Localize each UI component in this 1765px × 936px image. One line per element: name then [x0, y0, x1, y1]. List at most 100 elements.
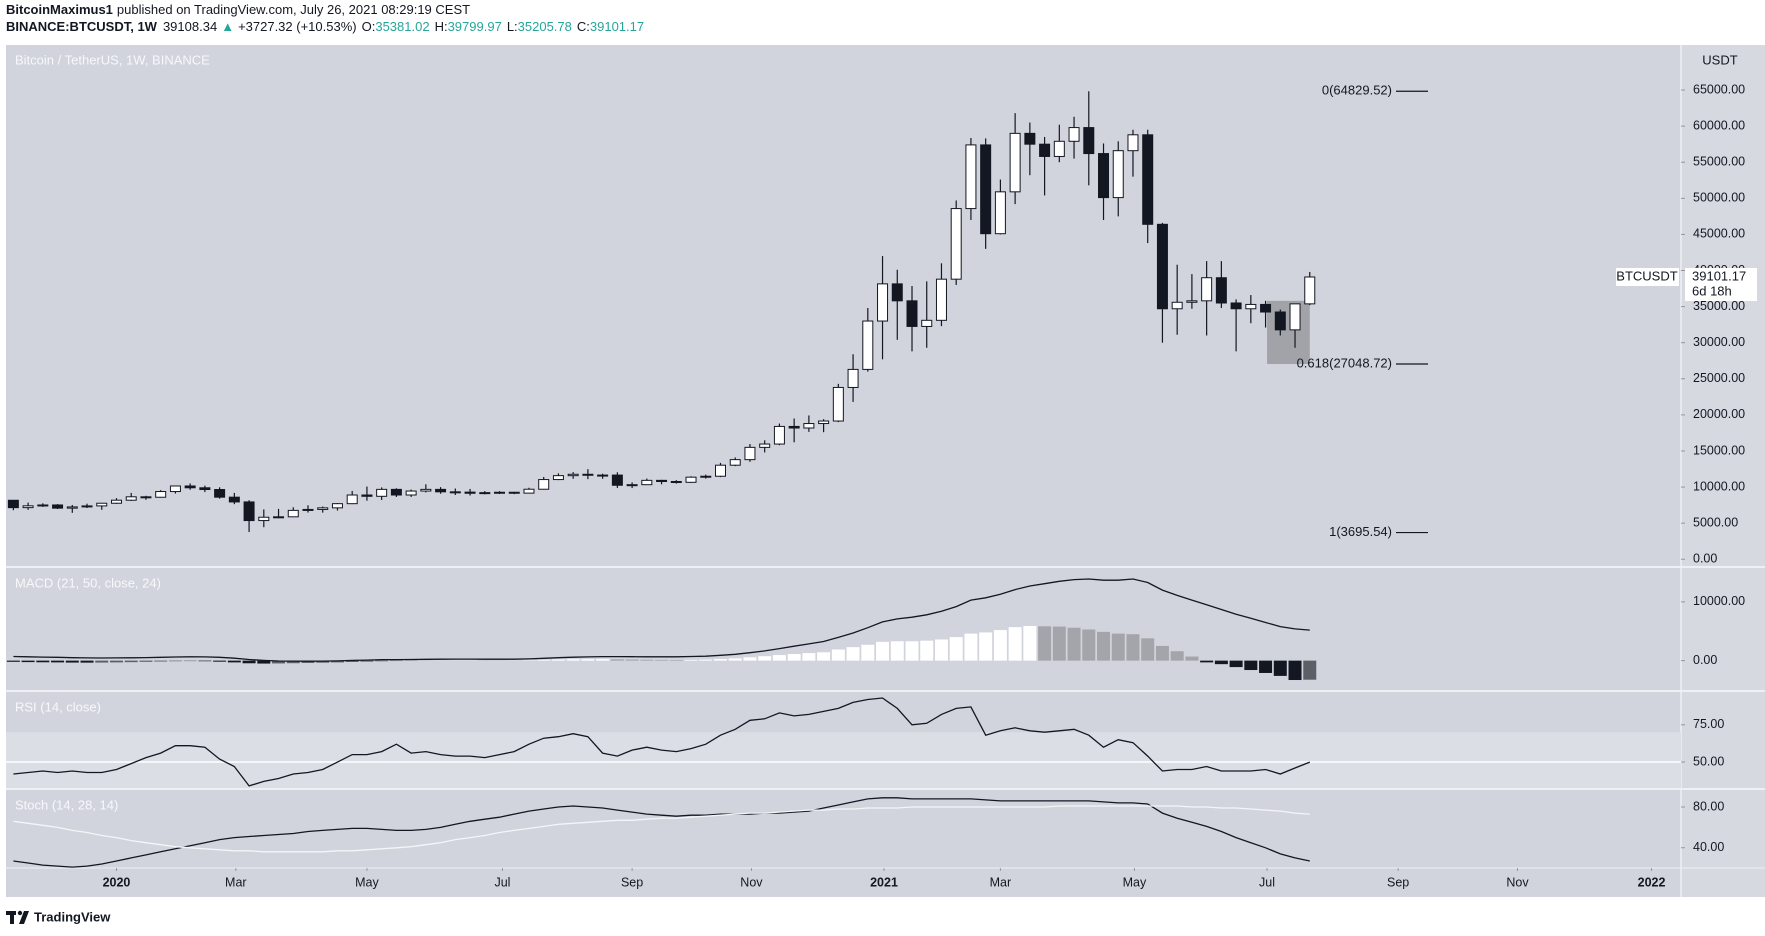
fib-label: 0(64829.52) [1322, 83, 1392, 98]
symbol-tag [1616, 267, 1679, 286]
histogram-bar [876, 641, 890, 661]
candle-body [464, 491, 476, 494]
price-axis-background [1681, 45, 1765, 897]
candle-body [302, 508, 314, 511]
x-tick-label: Jul [1259, 875, 1275, 889]
histogram-bar [964, 633, 978, 661]
ohlc-value: 35205.78 [518, 19, 572, 34]
candle-body [1289, 303, 1301, 331]
candle-body [1009, 132, 1021, 193]
candle-body [243, 501, 255, 522]
x-tick-label: Nov [1506, 875, 1529, 889]
histogram-bar [934, 639, 948, 661]
histogram-bar [713, 659, 727, 661]
histogram-bar [257, 660, 271, 664]
x-tick-label: May [1123, 875, 1147, 889]
candle-body [906, 300, 918, 327]
fib-label: 0.618(27048.72) [1297, 355, 1392, 370]
histogram-bar [1038, 626, 1052, 661]
x-tick-label: 2021 [870, 875, 898, 889]
y-tick-label: 10000.00 [1693, 479, 1745, 493]
candle-body [169, 485, 181, 493]
candle-body [1112, 150, 1124, 199]
candle-body [994, 191, 1006, 235]
candle-body [1186, 300, 1198, 303]
histogram-bar [1126, 634, 1140, 661]
histogram-bar [1170, 651, 1184, 661]
candle-body [965, 144, 977, 210]
histogram-bar [213, 660, 227, 662]
histogram-bar [1067, 627, 1081, 661]
histogram-bar [1273, 660, 1287, 676]
symbol-label: BTCUSDT [1616, 268, 1677, 283]
y-tick-label: 45000.00 [1693, 227, 1745, 241]
x-tick-label: May [355, 875, 379, 889]
candle-body [744, 446, 756, 461]
candle-body [582, 473, 594, 476]
y-tick-label: 55000.00 [1693, 155, 1745, 169]
histogram-bar [655, 659, 669, 661]
candle-body [1053, 140, 1065, 157]
candle-body [935, 278, 947, 321]
candle-body [1304, 276, 1316, 305]
histogram-bar [360, 660, 374, 662]
candle-body [376, 488, 388, 497]
price-tag [1685, 267, 1757, 301]
candle-body [803, 423, 815, 429]
y-tick-label: 75.00 [1693, 717, 1724, 731]
candle-body [494, 491, 506, 494]
candle-body [921, 319, 933, 327]
unit-label: USDT [1702, 52, 1737, 67]
histogram-bar [596, 659, 610, 661]
candle-body [66, 506, 78, 509]
histogram-bar [831, 649, 845, 661]
candle-body [729, 459, 741, 466]
candle-body [670, 481, 682, 484]
candle-body [199, 487, 211, 491]
histogram-bar [993, 630, 1007, 661]
ohlc-value: 35381.02 [375, 19, 429, 34]
histogram-bar [861, 644, 875, 661]
ohlc-label: C: [577, 19, 590, 34]
histogram-bar [787, 654, 801, 661]
ohlc-label: L: [507, 19, 518, 34]
candle-body [479, 492, 491, 495]
histogram-bar [168, 660, 182, 662]
candle-body [346, 494, 358, 505]
histogram-bar [95, 660, 109, 663]
candle-body [523, 488, 535, 494]
indicator-line [13, 805, 1310, 853]
candle-body [832, 386, 844, 422]
pane-title: Bitcoin / TetherUS, 1W, BINANCE [15, 52, 210, 67]
candle-body [862, 320, 874, 370]
histogram-bar [1155, 645, 1169, 661]
histogram-bar [286, 660, 300, 664]
histogram-bar [905, 641, 919, 661]
histogram-bar [36, 660, 50, 663]
y-tick-label: 15000.00 [1693, 443, 1745, 457]
y-tick-label: 40.00 [1693, 840, 1724, 854]
candle-body [1230, 302, 1242, 310]
histogram-bar [1214, 660, 1228, 665]
y-tick-label: 25000.00 [1693, 371, 1745, 385]
pane-title: MACD (21, 50, close, 24) [15, 575, 161, 590]
candle-body [538, 479, 550, 490]
candle-body [331, 503, 343, 509]
candle-body [700, 475, 712, 478]
header-line-2: BINANCE:BTCUSDT, 1W 39108.34 ▲ +3727.32 (+1… [6, 19, 644, 34]
candle-body [287, 509, 299, 518]
histogram-bar [640, 659, 654, 661]
histogram-bar [566, 659, 580, 661]
rsi-band [6, 732, 1681, 788]
ohlc-value: 39101.17 [590, 19, 644, 34]
y-tick-label: 50000.00 [1693, 191, 1745, 205]
indicator-line [13, 797, 1310, 868]
pane-title: Stoch (14, 28, 14) [15, 797, 118, 812]
candle-body [818, 420, 830, 425]
histogram-bar [772, 655, 786, 661]
candle-body [759, 443, 771, 448]
histogram-bar [124, 660, 138, 663]
candle-body [1127, 134, 1139, 152]
candle-body [184, 485, 196, 489]
